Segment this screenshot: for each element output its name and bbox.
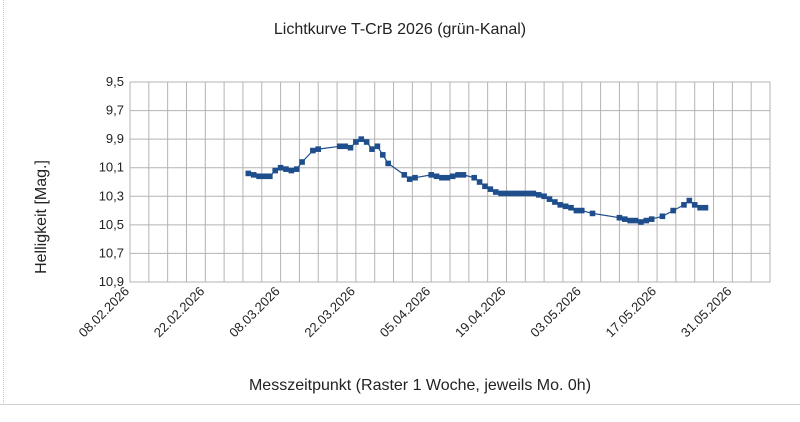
data-point: [492, 189, 499, 195]
data-point: [406, 176, 413, 182]
data-point: [369, 146, 375, 152]
y-tick-label: 10,3: [99, 188, 124, 203]
data-point: [455, 172, 461, 178]
data-point: [288, 167, 295, 174]
data-point: [691, 202, 698, 208]
data-point: [342, 143, 348, 150]
data-point: [293, 166, 300, 172]
data-point: [621, 216, 628, 222]
data-point: [573, 207, 580, 214]
data-point: [439, 174, 445, 181]
x-tick-label: 08.02.2026: [75, 284, 132, 341]
data-point: [541, 193, 547, 200]
y-tick-label: 9,5: [106, 74, 124, 89]
data-point: [659, 213, 666, 220]
data-point: [482, 183, 488, 190]
data-point: [272, 167, 279, 174]
y-tick-label: 10,7: [99, 245, 124, 260]
y-tick-label: 9,9: [106, 131, 124, 146]
data-point: [632, 217, 639, 224]
data-point: [546, 196, 553, 202]
x-axis-label: Messzeitpunkt (Raster 1 Woche, jeweils M…: [249, 377, 591, 394]
x-tick-label: 22.03.2026: [301, 284, 358, 341]
data-point: [449, 173, 456, 180]
data-point: [315, 146, 322, 152]
data-point: [476, 179, 483, 185]
series: [245, 136, 709, 225]
data-point: [616, 214, 623, 221]
x-tick-label: 17.05.2026: [603, 284, 660, 341]
data-point: [686, 197, 693, 204]
data-point: [336, 143, 343, 150]
grid: [129, 81, 771, 283]
left-guide-line: [0, 0, 4, 405]
data-point: [310, 147, 316, 154]
data-point: [562, 203, 569, 210]
data-point: [514, 190, 521, 197]
data-point: [648, 216, 655, 222]
data-point: [487, 186, 494, 192]
y-tick-label: 10,5: [99, 217, 124, 232]
chart-title: Lichtkurve T-CrB 2026 (grün-Kanal): [274, 21, 526, 38]
y-tick-label: 10,9: [99, 274, 124, 289]
data-point: [261, 173, 268, 180]
y-axis-label: Helligkeit [Mag.]: [33, 160, 50, 274]
data-point: [681, 202, 687, 208]
data-point: [277, 164, 284, 171]
data-point: [525, 190, 531, 197]
x-tick-label: 03.05.2026: [527, 284, 584, 341]
data-point: [444, 174, 451, 181]
x-tick-labels: 08.02.2026 22.02.2026 08.03.2026 22.03.2026…: [75, 284, 734, 341]
data-point: [245, 170, 252, 177]
data-point: [509, 190, 515, 197]
data-point: [552, 199, 558, 205]
y-tick-label: 10,1: [99, 160, 124, 175]
data-point: [250, 172, 257, 178]
data-point: [358, 136, 365, 142]
data-point: [401, 172, 408, 178]
data-point: [374, 143, 381, 150]
data-point: [347, 144, 354, 151]
data-point: [385, 160, 391, 167]
y-tick-label: 9,7: [106, 103, 124, 118]
data-point: [503, 190, 510, 197]
data-point: [428, 172, 434, 178]
data-point: [557, 202, 564, 208]
x-tick-label: 19.04.2026: [452, 284, 509, 341]
data-point: [702, 204, 709, 211]
data-point: [460, 172, 467, 178]
bottom-guide-line: [0, 404, 800, 405]
data-point: [643, 217, 650, 224]
data-point: [256, 173, 262, 180]
data-point: [498, 190, 504, 197]
data-point: [530, 190, 537, 197]
data-point: [589, 210, 596, 217]
x-tick-label: 31.05.2026: [678, 284, 735, 341]
x-tick-label: 08.03.2026: [226, 284, 283, 341]
data-point: [471, 174, 478, 181]
data-point: [433, 173, 440, 180]
data-point: [568, 204, 574, 211]
data-point: [363, 139, 370, 145]
data-point: [379, 152, 386, 158]
y-tick-labels: 9,5 9,7 9,9 10,1 10,3 10,5 10,7 10,9: [99, 74, 124, 289]
data-point: [412, 174, 418, 181]
data-point: [578, 207, 585, 214]
x-tick-label: 05.04.2026: [377, 284, 434, 341]
data-point: [519, 190, 526, 197]
data-point: [299, 159, 305, 165]
data-point: [627, 217, 633, 224]
data-point: [267, 173, 273, 180]
data-point: [697, 204, 703, 211]
x-tick-label: 22.02.2026: [151, 284, 208, 341]
data-point: [638, 219, 644, 225]
data-point: [670, 207, 676, 214]
data-point: [535, 192, 542, 198]
plot-frame: [129, 81, 771, 283]
data-point: [353, 139, 359, 145]
data-point: [283, 166, 289, 172]
